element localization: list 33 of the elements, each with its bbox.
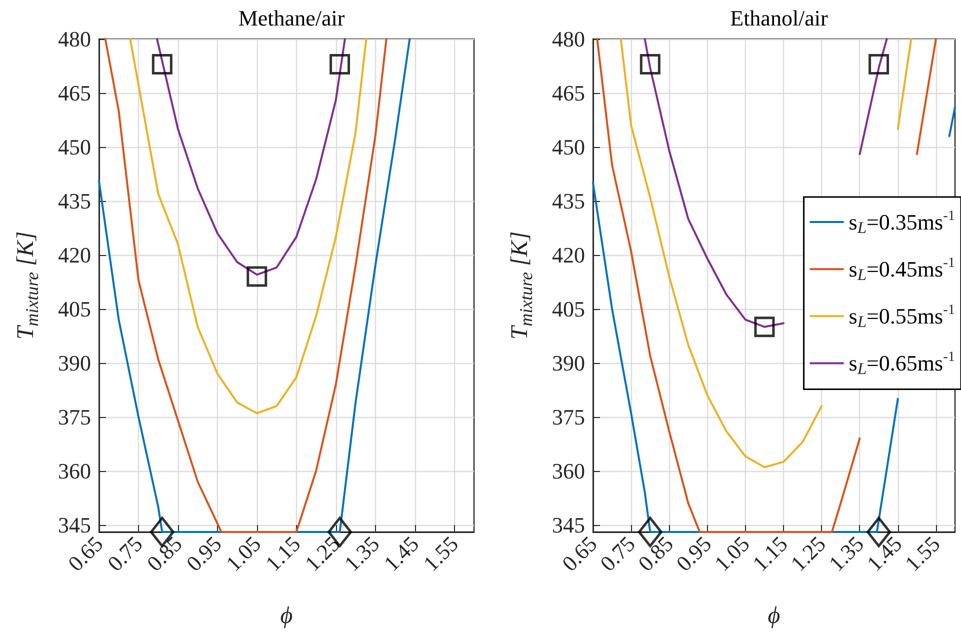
y-tick-label: 345 xyxy=(552,512,585,538)
x-axis-title: ϕ xyxy=(280,603,293,629)
point xyxy=(868,54,890,74)
y-tick-label: 375 xyxy=(58,404,91,430)
line-series xyxy=(129,38,368,414)
y-axis-title: Tmixture [K] xyxy=(507,231,536,340)
y-tick-label: 480 xyxy=(58,26,91,52)
y-tick-label: 450 xyxy=(58,134,91,160)
point xyxy=(754,316,775,338)
y-tick-label: 405 xyxy=(552,296,585,322)
y-tick-label: 360 xyxy=(58,458,91,484)
y-tick-label: 465 xyxy=(552,80,585,106)
point xyxy=(152,54,172,74)
y-tick-label: 480 xyxy=(552,26,585,52)
chart-title: Ethanol/air xyxy=(730,6,829,30)
point xyxy=(246,266,268,287)
y-tick-label: 435 xyxy=(58,188,91,214)
y-tick-label: 345 xyxy=(58,512,91,538)
x-axis-title: ϕ xyxy=(768,603,780,629)
point xyxy=(330,54,350,74)
y-tick-label: 420 xyxy=(58,242,91,268)
chart-title: Methane/air xyxy=(238,6,346,30)
y-tick-label: 405 xyxy=(58,296,91,322)
y-tick-label: 465 xyxy=(58,80,91,106)
point xyxy=(640,54,660,74)
y-tick-label: 435 xyxy=(552,188,585,214)
y-tick-label: 390 xyxy=(552,350,585,376)
y-tick-label: 360 xyxy=(552,458,585,484)
y-axis-title: Tmixture [K] xyxy=(13,231,42,340)
y-tick-label: 375 xyxy=(552,404,585,430)
y-tick-label: 450 xyxy=(552,134,585,160)
y-tick-label: 390 xyxy=(58,350,91,376)
y-tick-label: 420 xyxy=(552,242,585,268)
